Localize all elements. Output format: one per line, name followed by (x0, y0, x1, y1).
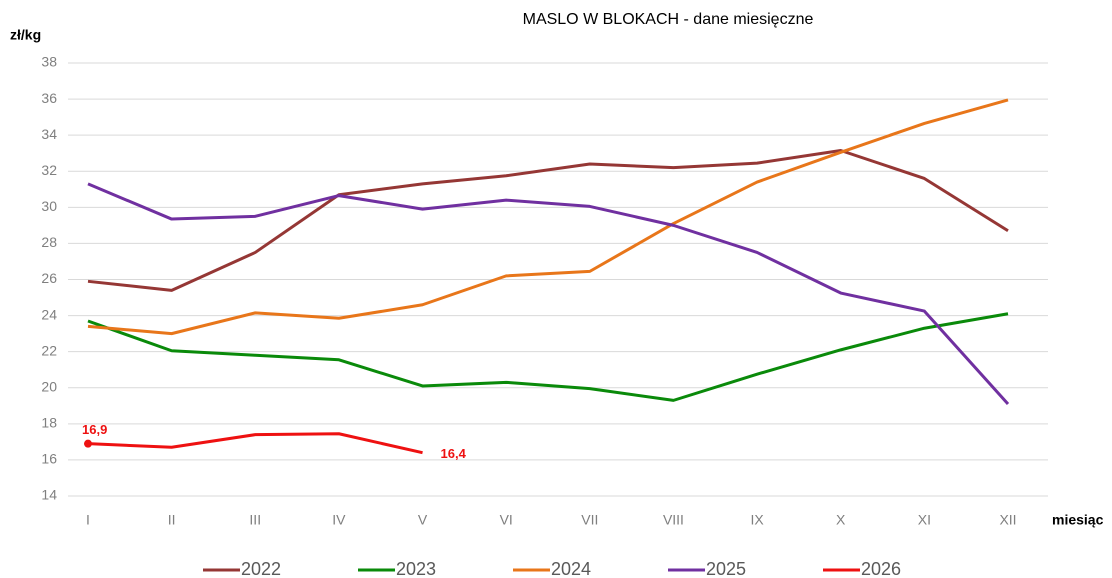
y-tick-label: 32 (41, 162, 57, 178)
chart-title: MASLO W BLOKACH - dane miesięczne (523, 11, 814, 28)
series-line (87, 312, 1009, 402)
x-tick-label: II (168, 512, 176, 528)
legend-label: 2025 (706, 559, 746, 578)
y-tick-label: 38 (41, 54, 57, 70)
y-tick-label: 30 (41, 198, 57, 214)
y-tick-label: 16 (41, 451, 57, 467)
x-tick-label: X (836, 512, 846, 528)
data-label: 16,4 (441, 446, 467, 461)
data-label: 16,9 (82, 422, 107, 437)
series-line (87, 182, 1010, 405)
series-line (87, 432, 423, 455)
y-tick-label: 22 (41, 342, 57, 358)
legend-label: 2026 (861, 559, 901, 578)
y-tick-label: 28 (41, 234, 57, 250)
legend-label: 2024 (551, 559, 591, 578)
series-line (87, 98, 1009, 336)
x-tick-label: IX (750, 512, 764, 528)
x-tick-label: IV (332, 512, 346, 528)
series-line (87, 149, 1009, 292)
x-tick-label: XII (999, 512, 1016, 528)
x-tick-label: XI (918, 512, 931, 528)
x-tick-label: VII (581, 512, 598, 528)
y-tick-label: 24 (41, 306, 57, 322)
x-tick-label: I (86, 512, 90, 528)
y-tick-label: 36 (41, 90, 57, 106)
y-tick-label: 26 (41, 270, 57, 286)
legend-label: 2023 (396, 559, 436, 578)
y-axis-label: zł/kg (10, 27, 41, 43)
x-tick-label: III (249, 512, 261, 528)
y-tick-label: 20 (41, 378, 57, 394)
y-tick-label: 18 (41, 415, 57, 431)
legend-label: 2022 (241, 559, 281, 578)
x-tick-label: VI (500, 512, 513, 528)
x-tick-label: V (418, 512, 428, 528)
y-tick-label: 14 (41, 487, 57, 503)
x-axis-label: miesiąc (1052, 512, 1104, 528)
y-tick-label: 34 (41, 126, 57, 142)
x-tick-label: VIII (663, 512, 684, 528)
data-point (84, 439, 92, 448)
